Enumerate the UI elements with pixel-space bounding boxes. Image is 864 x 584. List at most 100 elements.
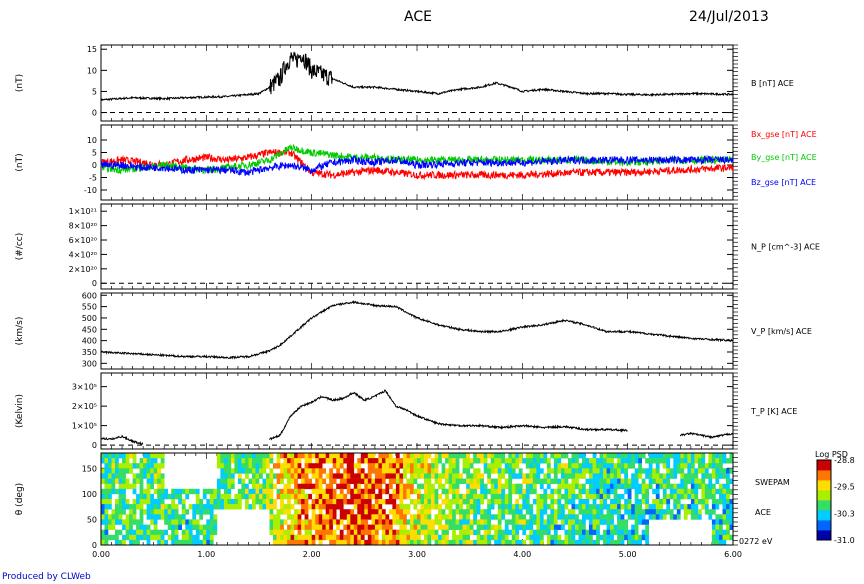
heatmap-cell: [515, 504, 520, 510]
heatmap-cell: [610, 509, 614, 515]
y-tick-label: 100: [82, 490, 97, 499]
heatmap-cell: [241, 468, 246, 474]
heatmap-cell: [315, 463, 319, 469]
heatmap-cell: [624, 519, 628, 525]
heatmap-cell: [381, 514, 386, 520]
heatmap-cell: [206, 519, 211, 525]
heatmap-cell: [466, 463, 470, 469]
heatmap-cell: [143, 524, 147, 530]
heatmap-cell: [592, 473, 597, 479]
heatmap-cell: [631, 509, 635, 515]
colorbar-band: [817, 466, 831, 469]
heatmap-cell: [311, 504, 316, 510]
heatmap-cell: [469, 483, 474, 490]
series-line-2-1-1: [100, 147, 734, 181]
heatmap-cell: [143, 493, 147, 500]
heatmap-cell: [417, 534, 421, 541]
heatmap-cell: [381, 458, 386, 464]
heatmap-cell: [536, 524, 541, 530]
heatmap-cell: [427, 478, 432, 484]
heatmap-cell: [518, 483, 523, 490]
y-tick-label: -10: [84, 186, 97, 195]
series-line-5-1-1: [100, 434, 144, 445]
heatmap-cell: [564, 483, 569, 490]
heatmap-cell: [388, 524, 393, 530]
heatmap-cell: [557, 499, 562, 505]
heatmap-cell: [406, 453, 411, 459]
heatmap-cell: [325, 529, 330, 536]
heatmap-cell: [287, 529, 291, 536]
heatmap-cell: [722, 519, 727, 525]
heatmap-cell: [599, 483, 604, 490]
heatmap-cell: [276, 453, 281, 459]
heatmap-cell: [645, 534, 649, 541]
heatmap-cell: [350, 499, 355, 505]
heatmap-cell: [315, 529, 319, 536]
heatmap-cell: [564, 514, 569, 520]
heatmap-cell: [157, 539, 161, 546]
heatmap-cell: [378, 514, 383, 520]
heatmap-cell: [434, 478, 439, 484]
heatmap-cell: [266, 499, 270, 505]
heatmap-cell: [701, 504, 706, 510]
heatmap-cell: [125, 524, 130, 530]
heatmap-cell: [466, 473, 470, 479]
heatmap-cell: [518, 514, 523, 520]
heatmap-cell: [381, 499, 386, 505]
heatmap-cell: [638, 509, 642, 515]
heatmap-cell: [518, 468, 523, 474]
heatmap-cell: [729, 524, 734, 530]
heatmap-cell: [515, 529, 520, 536]
heatmap-cell: [476, 478, 481, 484]
heatmap-cell: [146, 473, 151, 479]
heatmap-cell: [494, 529, 498, 536]
heatmap-cell: [216, 499, 221, 505]
heatmap-cell: [529, 473, 534, 479]
heatmap-cell: [462, 524, 467, 530]
heatmap-cell: [719, 519, 723, 525]
heatmap-cell: [413, 463, 418, 469]
heatmap-cell: [420, 529, 425, 536]
heatmap-cell: [557, 468, 562, 474]
heatmap-cell: [441, 534, 446, 541]
heatmap-cell: [596, 539, 600, 546]
heatmap-cell: [252, 493, 256, 500]
heatmap-cell: [578, 473, 583, 479]
heatmap-cell: [620, 468, 625, 474]
heatmap-cell: [438, 534, 442, 541]
heatmap-cell: [582, 463, 586, 469]
heatmap-cell: [374, 524, 379, 530]
heatmap-cell: [297, 453, 302, 459]
heatmap-cell: [160, 458, 165, 464]
heatmap-cell: [357, 458, 362, 464]
heatmap-cell: [153, 499, 158, 505]
heatmap-cell: [620, 534, 625, 541]
heatmap-cell: [497, 509, 502, 515]
heatmap-cell: [301, 504, 305, 510]
heatmap-cell: [462, 529, 467, 536]
heatmap-cell: [497, 519, 502, 525]
heatmap-cell: [466, 478, 470, 484]
heatmap-cell: [318, 534, 323, 541]
heatmap-cell: [213, 488, 218, 495]
heatmap-cell: [417, 524, 421, 530]
heatmap-cell: [115, 519, 119, 525]
y-axis-label-1: (nT): [15, 74, 25, 92]
heatmap-cell: [339, 534, 344, 541]
heatmap-cell: [273, 473, 277, 479]
heatmap-cell: [332, 478, 337, 484]
heatmap-cell: [325, 493, 330, 500]
heatmap-cell: [417, 453, 421, 459]
heatmap-cell: [325, 488, 330, 495]
heatmap-cell: [690, 499, 695, 505]
heatmap-cell: [132, 514, 137, 520]
heatmap-cell: [280, 493, 284, 500]
heatmap-cell: [596, 493, 600, 500]
colorbar-band: [817, 494, 831, 497]
heatmap-cell: [592, 488, 597, 495]
colorbar-band: [817, 462, 831, 465]
heatmap-cell: [431, 529, 435, 536]
heatmap-cell: [304, 453, 309, 459]
heatmap-cell: [360, 458, 365, 464]
heatmap-cell: [662, 463, 667, 469]
